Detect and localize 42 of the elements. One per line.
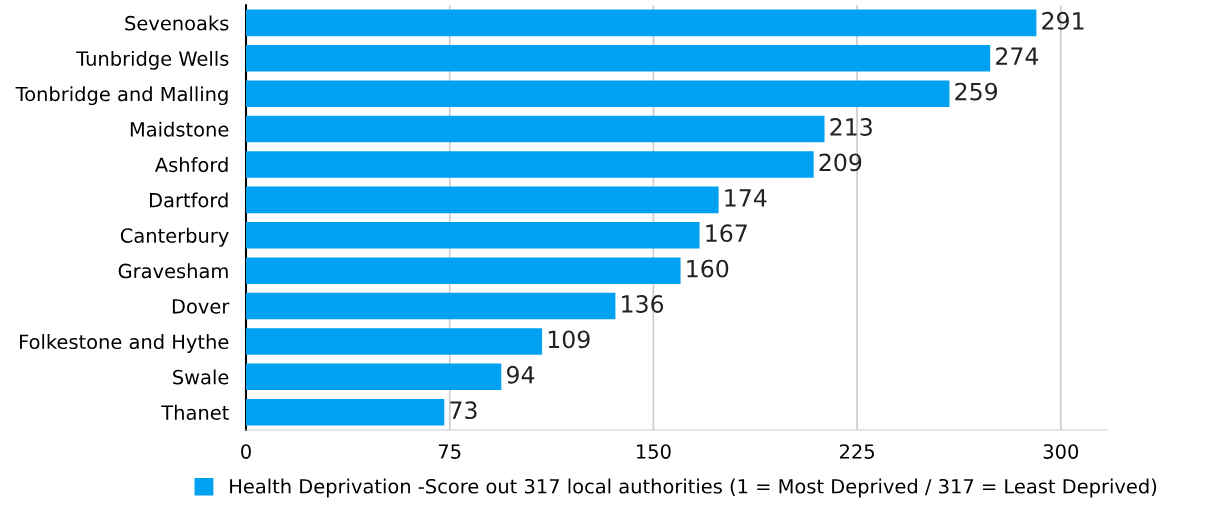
data-label: 259	[955, 82, 998, 101]
y-tick-label: Ashford	[154, 157, 228, 173]
y-tick-label: Folkestone and Hythe	[20, 334, 229, 353]
data-label: 291	[1042, 11, 1084, 30]
y-tick-label: Maidstone	[130, 121, 229, 137]
y-tick-label: Sevenoaks	[125, 15, 229, 31]
bar	[246, 151, 814, 178]
x-tick-label: 75	[438, 444, 461, 459]
x-tick-label: 150	[636, 444, 671, 459]
legend-label: Health Deprivation -Score out 317 local authorities (1 = Most Deprived / 317 = Least Deprived)	[230, 478, 1157, 498]
y-tick-label: Gravesham	[118, 263, 228, 279]
y-tick-label: Dartford	[150, 192, 228, 208]
data-label: 274	[996, 47, 1039, 65]
bar	[246, 9, 1037, 37]
bar	[246, 186, 719, 214]
x-tick-label: 225	[839, 444, 874, 459]
x-tick-label: 300	[1043, 444, 1079, 459]
data-label: 160	[687, 259, 729, 278]
bar	[246, 363, 502, 391]
x-tick-label: 0	[241, 444, 251, 459]
data-label: 109	[548, 330, 590, 349]
bar	[246, 115, 825, 143]
bar	[246, 292, 616, 320]
data-label: 167	[706, 224, 747, 243]
y-tick-label: Tunbridge Wells	[76, 50, 229, 70]
data-label: 174	[725, 189, 767, 207]
bar	[246, 257, 681, 284]
data-label: 213	[830, 118, 872, 136]
bar	[246, 398, 445, 426]
data-label: 94	[506, 365, 535, 384]
data-label: 136	[622, 295, 664, 313]
bar	[246, 45, 991, 72]
y-tick-label: Canterbury	[120, 227, 229, 247]
y-tick-label: Swale	[173, 369, 229, 385]
y-tick-label: Thanet	[161, 404, 229, 420]
bar	[246, 221, 700, 249]
y-tick-label: Dover	[172, 299, 230, 314]
y-tick-label: Tonbridge and Malling	[15, 86, 228, 106]
data-label: 73	[450, 401, 477, 420]
bar	[246, 80, 950, 107]
data-label: 209	[819, 153, 862, 172]
bar	[246, 328, 543, 355]
